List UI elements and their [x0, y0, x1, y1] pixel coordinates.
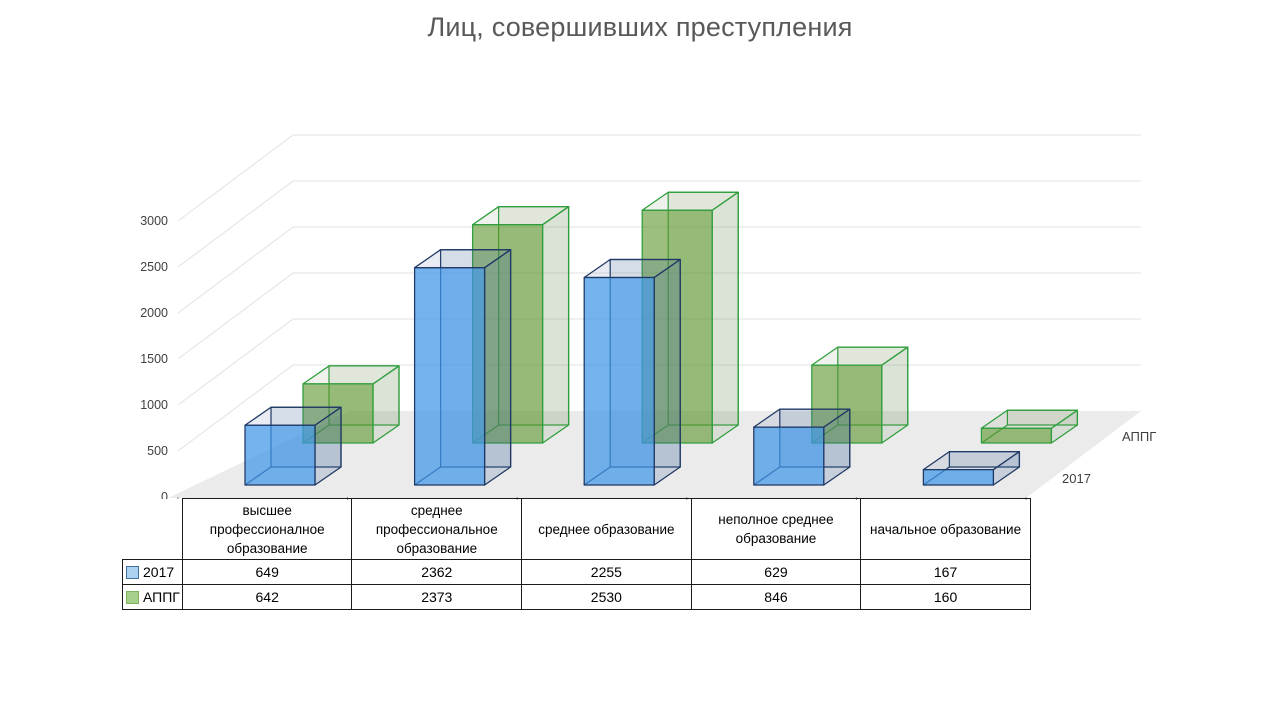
category-header: среднее образование [521, 498, 692, 560]
series-axis-label-2017: 2017 [1062, 471, 1091, 486]
value-cell: 2373 [351, 584, 523, 610]
bar-АППГ-3 [641, 191, 739, 444]
value-cell: 649 [181, 559, 353, 585]
category-header: среднее профессиональное образование [351, 498, 523, 560]
bar-2017-3 [583, 258, 681, 486]
table-corner [122, 498, 183, 560]
legend-swatch-appg-icon [126, 590, 139, 604]
bar-2017-4 [753, 408, 851, 486]
y-axis-label: 1500 [140, 352, 168, 366]
value-cell: 2255 [521, 559, 692, 585]
bar-2017-5 [922, 451, 1021, 486]
value-cell: 160 [860, 584, 1031, 610]
legend-swatch-2017-icon [126, 565, 139, 579]
y-axis-label: 0 [161, 490, 168, 500]
legend-cell-appg: АППГ [122, 584, 183, 610]
y-axis-label: 1000 [140, 398, 168, 412]
data-table: высшее профессионалное образование средн… [122, 498, 1031, 610]
bar-АППГ-1 [302, 365, 400, 444]
value-cell: 2362 [351, 559, 523, 585]
bar-2017-1 [244, 406, 342, 486]
series-axis-label-АППГ: АППГ [1122, 429, 1156, 444]
legend-label: 2017 [143, 564, 175, 580]
bar-АППГ-2 [471, 206, 570, 444]
category-header: неполное среднее образование [690, 498, 862, 560]
y-axis-label: 2500 [140, 260, 168, 274]
series-row-appg: АППГ 642 2373 2530 846 160 [122, 584, 1031, 610]
category-header: начальное образование [860, 498, 1031, 560]
category-header: высшее профессионалное образование [181, 498, 353, 560]
bar-АППГ-5 [980, 409, 1079, 444]
bar-АППГ-4 [811, 346, 909, 444]
value-cell: 642 [181, 584, 353, 610]
chart-title: Лиц, совершивших преступления [427, 12, 853, 42]
bar-chart-3d: 0 500 1000 1500 2000 2500 3000 2017 АППГ [140, 134, 1156, 500]
bar-2017-2 [413, 249, 512, 486]
y-axis-label: 3000 [140, 214, 168, 228]
value-cell: 846 [690, 584, 862, 610]
y-axis-label: 500 [147, 444, 168, 458]
value-cell: 2530 [521, 584, 692, 610]
legend-cell-2017: 2017 [122, 559, 183, 585]
y-axis-label: 2000 [140, 306, 168, 320]
series-row-2017: 2017 649 2362 2255 629 167 [122, 559, 1031, 585]
value-cell: 167 [860, 559, 1031, 585]
category-header-row: высшее профессионалное образование средн… [122, 498, 1031, 560]
legend-label: АППГ [143, 589, 180, 605]
value-cell: 629 [690, 559, 862, 585]
